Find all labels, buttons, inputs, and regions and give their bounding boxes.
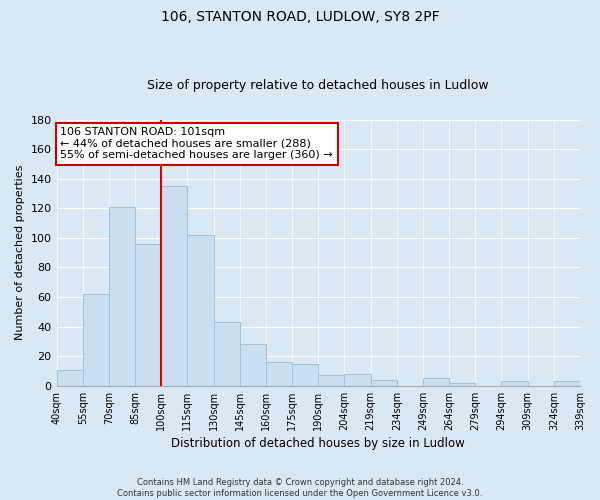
Bar [502,382,527,386]
Bar [318,376,344,386]
Bar [423,378,449,386]
Title: Size of property relative to detached houses in Ludlow: Size of property relative to detached ho… [148,79,489,92]
Bar [214,322,240,386]
Bar [135,244,161,386]
Bar [344,374,371,386]
Text: 106, STANTON ROAD, LUDLOW, SY8 2PF: 106, STANTON ROAD, LUDLOW, SY8 2PF [161,10,439,24]
Bar [161,186,187,386]
Bar [240,344,266,386]
Bar [371,380,397,386]
Bar [266,362,292,386]
Bar [187,235,214,386]
Bar [56,370,83,386]
Bar [109,207,135,386]
Text: Contains HM Land Registry data © Crown copyright and database right 2024.
Contai: Contains HM Land Registry data © Crown c… [118,478,482,498]
Bar [449,383,475,386]
Text: 106 STANTON ROAD: 101sqm
← 44% of detached houses are smaller (288)
55% of semi-: 106 STANTON ROAD: 101sqm ← 44% of detach… [61,127,333,160]
X-axis label: Distribution of detached houses by size in Ludlow: Distribution of detached houses by size … [172,437,465,450]
Bar [83,294,109,386]
Y-axis label: Number of detached properties: Number of detached properties [15,165,25,340]
Bar [554,382,580,386]
Bar [292,364,318,386]
